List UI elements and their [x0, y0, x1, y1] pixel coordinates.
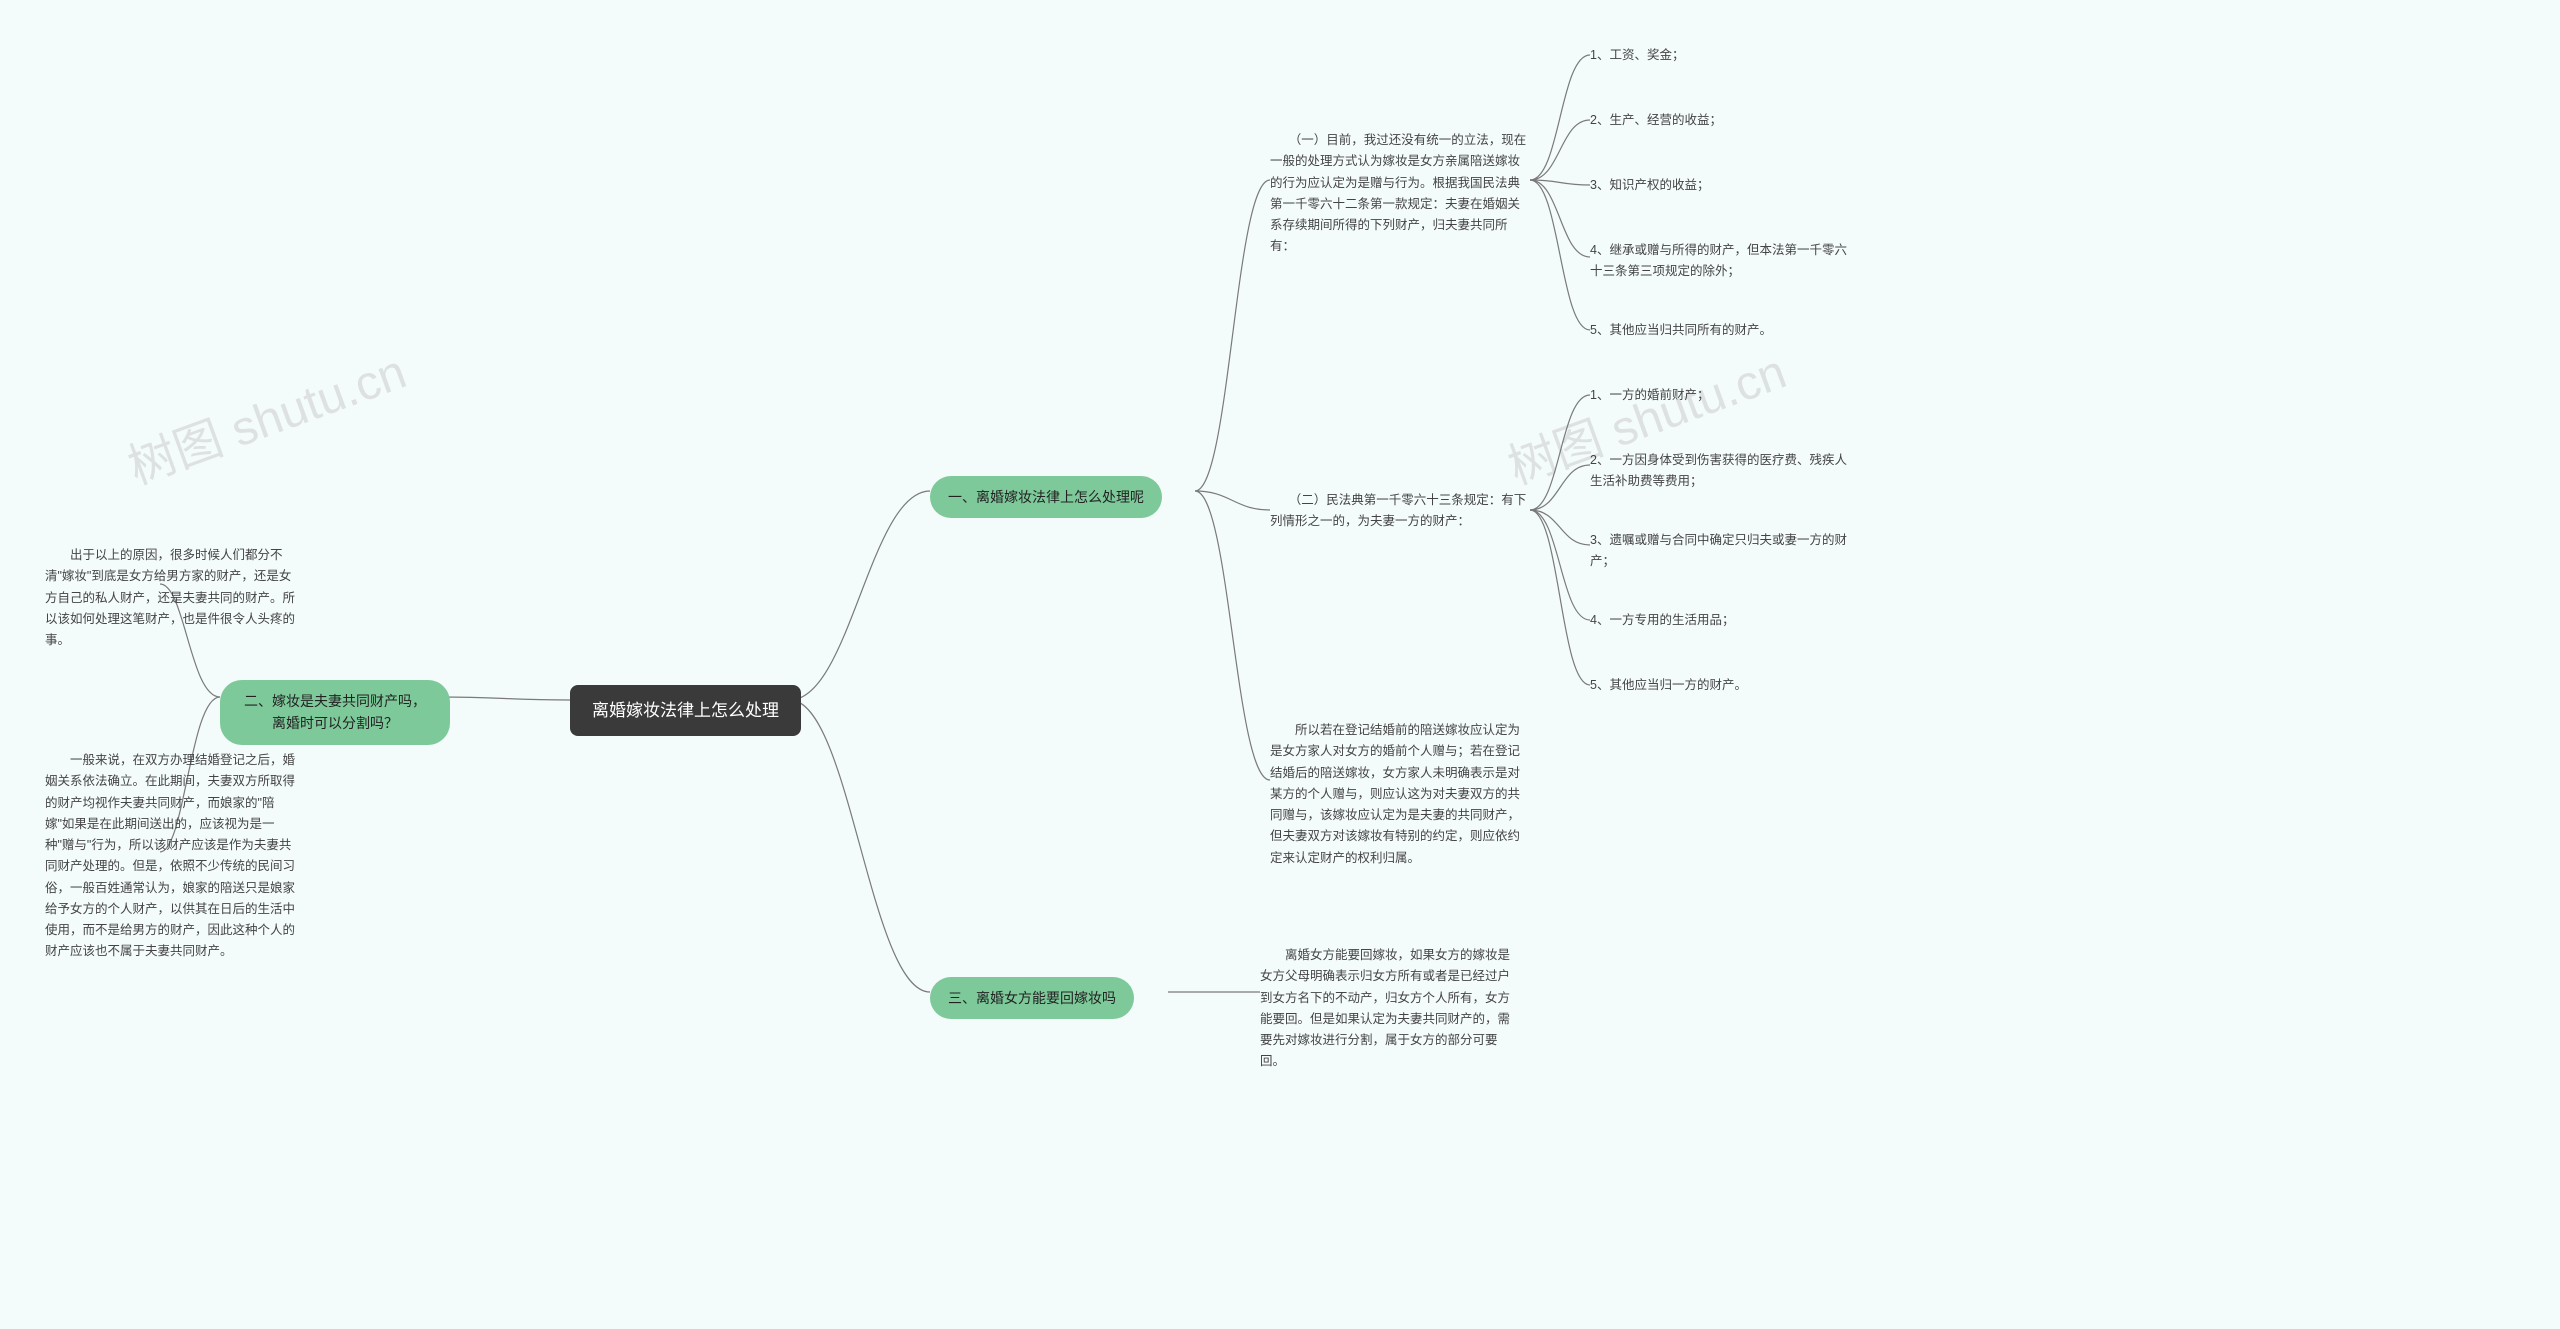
branch2-text2: 一般来说，在双方办理结婚登记之后，婚姻关系依法确立。在此期间，夫妻双方所取得的财… [45, 750, 300, 963]
branch1-sub2-item1: 1、一方的婚前财产； [1590, 385, 1709, 406]
branch1-sub2-item3: 3、遗嘱或赠与合同中确定只归夫或妻一方的财产； [1590, 530, 1850, 573]
branch1-sub2-item2: 2、一方因身体受到伤害获得的医疗费、残疾人生活补助费等费用； [1590, 450, 1850, 493]
branch1-sub1-item5: 5、其他应当归共同所有的财产。 [1590, 320, 1772, 341]
branch3-text: 离婚女方能要回嫁妆，如果女方的嫁妆是女方父母明确表示归女方所有或者是已经过户到女… [1260, 945, 1520, 1073]
branch1-sub2-item4: 4、一方专用的生活用品； [1590, 610, 1734, 631]
root-node: 离婚嫁妆法律上怎么处理 [570, 685, 801, 736]
branch1-sub2: （二）民法典第一千零六十三条规定：有下列情形之一的，为夫妻一方的财产： [1270, 490, 1530, 533]
branch-1: 一、离婚嫁妆法律上怎么处理呢 [930, 476, 1162, 518]
branch-2: 二、嫁妆是夫妻共同财产吗，离婚时可以分割吗？ [220, 680, 450, 745]
branch1-sub1: （一）目前，我过还没有统一的立法，现在一般的处理方式认为嫁妆是女方亲属陪送嫁妆的… [1270, 130, 1530, 258]
branch1-sub2-item5: 5、其他应当归一方的财产。 [1590, 675, 1747, 696]
branch1-sub3: 所以若在登记结婚前的陪送嫁妆应认定为是女方家人对女方的婚前个人赠与；若在登记结婚… [1270, 720, 1530, 869]
branch1-sub1-item2: 2、生产、经营的收益； [1590, 110, 1722, 131]
branch1-sub1-item4: 4、继承或赠与所得的财产，但本法第一千零六十三条第三项规定的除外； [1590, 240, 1850, 283]
branch2-text1: 出于以上的原因，很多时候人们都分不清"嫁妆"到底是女方给男方家的财产，还是女方自… [45, 545, 300, 651]
branch-3: 三、离婚女方能要回嫁妆吗 [930, 977, 1134, 1019]
branch1-sub1-item1: 1、工资、奖金； [1590, 45, 1684, 66]
watermark: 树图 shutu.cn [117, 332, 414, 497]
branch1-sub1-item3: 3、知识产权的收益； [1590, 175, 1709, 196]
